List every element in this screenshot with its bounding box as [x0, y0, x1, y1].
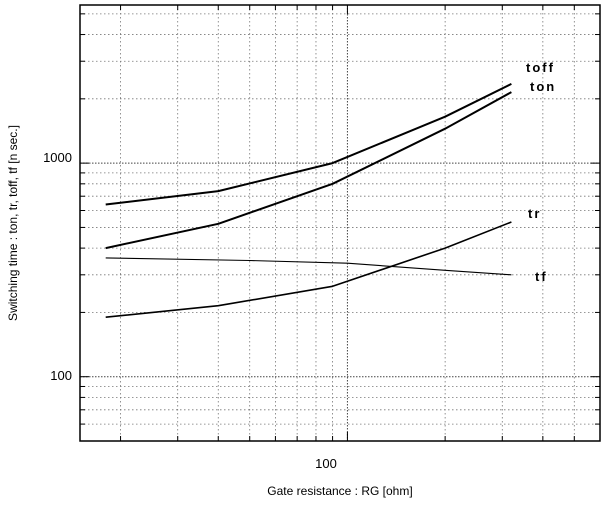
- series-line-tf: [105, 257, 512, 276]
- series-label-tr: tr: [528, 206, 541, 221]
- series-label-tf: tf: [535, 269, 548, 284]
- series-line-tr: [105, 221, 512, 318]
- series-label-toff: toff: [526, 60, 555, 75]
- y-tick-label-1000: 1000: [43, 150, 72, 165]
- series-line-toff: [105, 83, 512, 206]
- grid: [80, 5, 600, 441]
- series-labels: toff ton tr tf: [526, 60, 556, 284]
- series-lines: [105, 83, 512, 318]
- x-axis-label: Gate resistance : RG [ohm]: [267, 484, 412, 498]
- tick-labels: 100 1000 100: [43, 150, 337, 471]
- series-line-ton: [105, 91, 512, 250]
- y-tick-label-100: 100: [50, 368, 72, 383]
- tick-marks: [80, 5, 600, 441]
- x-tick-label-100: 100: [315, 456, 337, 471]
- plot-frame: [79, 4, 601, 442]
- y-axis-label: Switching time : ton, tr, toff, tf [n se…: [6, 125, 20, 321]
- series-label-ton: ton: [530, 79, 556, 94]
